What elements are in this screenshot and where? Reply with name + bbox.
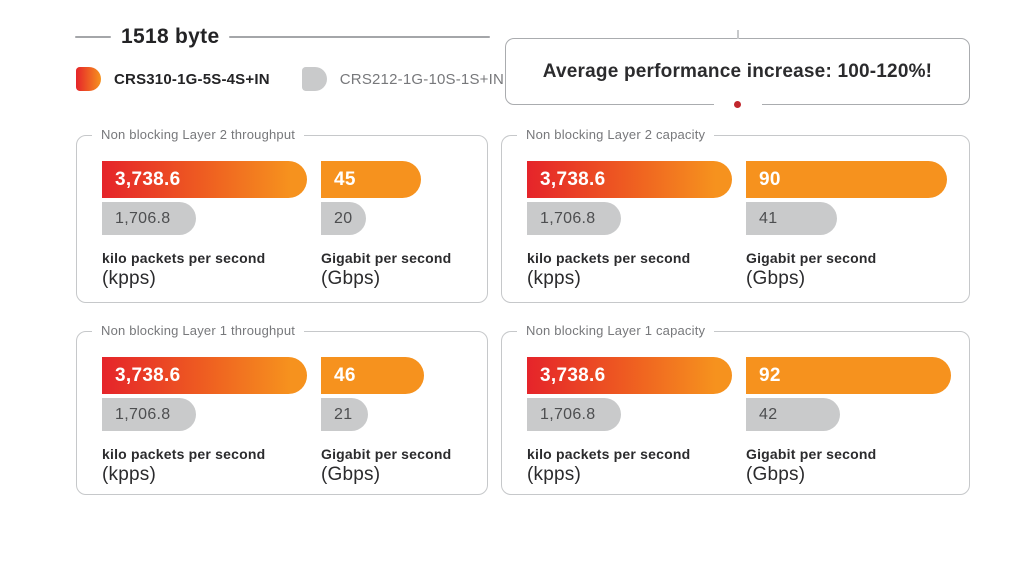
bar-group-kpps: 3,738.6 1,706.8 kilo packets per second … [527,161,732,290]
bar-crs310: 45 [321,161,421,198]
bar-value: 20 [334,209,353,227]
series-swatch-gradient [76,67,101,91]
unit-label: kilo packets per second [102,250,266,266]
bar-value: 1,706.8 [540,209,596,227]
bar-value: 1,706.8 [540,405,596,423]
note-top-tick [736,30,739,39]
unit-abbr: (Gbps) [746,268,806,289]
bar-group-gbps: 90 41 Gigabit per second (Gbps) [746,161,947,290]
bar-value: 3,738.6 [540,364,606,386]
bar-crs310: 3,738.6 [102,357,307,394]
bar-crs212: 1,706.8 [102,202,196,235]
bar-value: 41 [759,209,778,227]
unit-label: kilo packets per second [527,250,691,266]
bar-value: 46 [334,364,356,386]
bar-crs310: 90 [746,161,947,198]
unit-abbr: (Gbps) [321,268,381,289]
legend-label: CRS212-1G-10S-1S+IN [339,70,505,88]
page-title: 1518 byte [121,25,220,48]
panel-title: Non blocking Layer 2 throughput [92,127,305,142]
performance-note-text: Average performance increase: 100-120%! [542,60,933,82]
bar-crs212: 1,706.8 [102,398,196,431]
bar-value: 42 [759,405,778,423]
bar-value: 45 [334,168,356,190]
unit-abbr: (kpps) [102,268,156,289]
bar-crs212: 21 [321,398,368,431]
bar-value: 92 [759,364,781,386]
bar-crs310: 3,738.6 [527,357,732,394]
panel-title: Non blocking Layer 1 throughput [92,323,305,338]
unit-abbr: (Gbps) [746,464,806,485]
unit-label: Gigabit per second [321,446,452,462]
unit-abbr: (kpps) [102,464,156,485]
legend: CRS310-1G-5S-4S+IN CRS212-1G-10S-1S+IN [76,67,504,91]
bar-crs212: 1,706.8 [527,398,621,431]
unit-abbr: (kpps) [527,464,581,485]
bar-value: 1,706.8 [115,405,171,423]
bar-group-gbps: 45 20 Gigabit per second (Gbps) [321,161,451,290]
bar-crs310: 3,738.6 [527,161,732,198]
bar-crs212: 42 [746,398,840,431]
unit-label: Gigabit per second [746,446,877,462]
bar-value: 1,706.8 [115,209,171,227]
bar-value: 3,738.6 [540,168,606,190]
bar-value: 21 [334,405,353,423]
bar-crs310: 46 [321,357,424,394]
unit-label: Gigabit per second [321,250,452,266]
bar-crs310: 3,738.6 [102,161,307,198]
legend-item-crs212: CRS212-1G-10S-1S+IN [301,67,505,91]
unit-abbr: (Gbps) [321,464,381,485]
note-dot-wrap [713,98,762,110]
bar-value: 3,738.6 [115,364,181,386]
bar-crs212: 41 [746,202,837,235]
bar-crs212: 20 [321,202,366,235]
unit-label: kilo packets per second [527,446,691,462]
bar-value: 3,738.6 [115,168,181,190]
panel-title: Non blocking Layer 1 capacity [517,323,715,338]
title-row: 1518 byte [75,25,490,49]
bar-crs212: 1,706.8 [527,202,621,235]
red-dot [734,100,741,108]
bar-group-kpps: 3,738.6 1,706.8 kilo packets per second … [102,357,307,486]
bar-group-kpps: 3,738.6 1,706.8 kilo packets per second … [102,161,307,290]
series-swatch-gray [301,67,327,91]
title-rule-left [75,36,111,38]
bar-group-gbps: 92 42 Gigabit per second (Gbps) [746,357,951,486]
panel-layer1-capacity: Non blocking Layer 1 capacity 3,738.6 1,… [501,323,970,495]
bar-group-kpps: 3,738.6 1,706.8 kilo packets per second … [527,357,732,486]
unit-label: Gigabit per second [746,250,877,266]
unit-label: kilo packets per second [102,446,266,462]
bar-crs310: 92 [746,357,951,394]
bar-value: 90 [759,168,781,190]
panel-title: Non blocking Layer 2 capacity [517,127,715,142]
title-rule-right [229,36,490,38]
legend-item-crs310: CRS310-1G-5S-4S+IN [76,67,270,91]
panel-layer2-capacity: Non blocking Layer 2 capacity 3,738.6 1,… [501,127,970,303]
panel-layer1-throughput: Non blocking Layer 1 throughput 3,738.6 … [76,323,488,495]
performance-note-box: Average performance increase: 100-120%! [505,30,970,110]
legend-label: CRS310-1G-5S-4S+IN [114,70,270,88]
panel-layer2-throughput: Non blocking Layer 2 throughput 3,738.6 … [76,127,488,303]
bar-group-gbps: 46 21 Gigabit per second (Gbps) [321,357,451,486]
unit-abbr: (kpps) [527,268,581,289]
